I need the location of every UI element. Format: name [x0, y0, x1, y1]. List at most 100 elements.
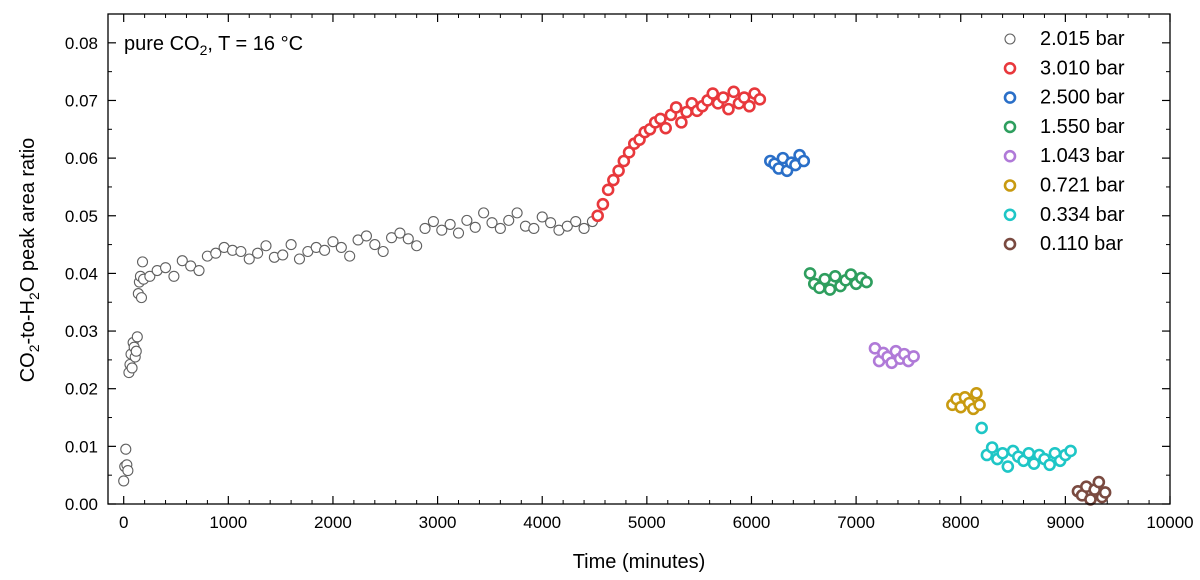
data-point — [494, 222, 506, 234]
data-point — [617, 154, 631, 168]
data-point — [591, 209, 604, 223]
data-point — [419, 222, 431, 234]
data-point — [1027, 457, 1041, 470]
data-point — [828, 269, 842, 283]
x-tick-label: 6000 — [733, 513, 771, 532]
data-point — [716, 91, 730, 104]
plot-frame — [107, 13, 1171, 505]
x-tick-label: 0 — [119, 513, 128, 532]
data-point — [601, 183, 615, 197]
data-point — [461, 214, 473, 226]
series-3-010-bar — [591, 85, 767, 223]
data-point — [975, 421, 988, 435]
x-axis-title: Time (minutes) — [573, 551, 706, 573]
data-point — [823, 283, 837, 296]
data-point — [176, 255, 188, 267]
data-point — [277, 249, 289, 261]
data-point — [607, 173, 620, 187]
legend-item: 3.010 bar — [1003, 57, 1125, 79]
data-point — [511, 207, 523, 219]
y-tick-label: 0.07 — [65, 91, 98, 110]
data-point — [235, 245, 247, 258]
data-point — [743, 99, 756, 113]
x-tick-label: 5000 — [628, 513, 666, 532]
series-2-015-bar — [118, 207, 598, 487]
data-point — [136, 256, 149, 268]
data-point — [135, 292, 148, 304]
x-tick-label: 1000 — [209, 513, 247, 532]
data-point — [860, 275, 873, 289]
series-2-500-bar — [764, 148, 811, 178]
legend-marker — [1003, 208, 1017, 222]
legend-label: 0.334 bar — [1040, 204, 1125, 226]
data-point — [335, 241, 347, 254]
series-1-043-bar — [868, 342, 920, 370]
data-point — [319, 244, 331, 256]
chart-annotation: pure CO2, T = 16 °C — [124, 33, 303, 58]
y-axis-title-sub2: 2 — [26, 292, 42, 300]
data-point — [570, 215, 582, 228]
series-1-550-bar — [803, 267, 873, 296]
data-point — [706, 87, 720, 100]
x-tick-label: 10000 — [1146, 513, 1193, 532]
x-tick-label: 2000 — [314, 513, 352, 532]
legend-item: 0.721 bar — [1003, 175, 1125, 197]
data-point — [285, 239, 297, 251]
data-point — [118, 475, 130, 487]
legend-label: 2.015 bar — [1040, 28, 1125, 50]
data-point — [622, 146, 636, 159]
data-point — [970, 387, 983, 400]
legend-label: 0.110 bar — [1040, 233, 1123, 255]
legend-item: 2.500 bar — [1003, 87, 1125, 109]
y-axis-title-part1: CO — [17, 352, 39, 382]
legend-item: 1.550 bar — [1003, 116, 1125, 138]
data-point — [120, 443, 132, 455]
data-point — [360, 230, 372, 242]
data-point — [377, 245, 389, 258]
y-axis-title-sub1: 2 — [26, 344, 42, 352]
legend-label: 3.010 bar — [1040, 57, 1125, 79]
data-point — [122, 465, 134, 477]
data-point — [753, 93, 767, 106]
y-tick-label: 0.02 — [65, 380, 98, 399]
y-tick-label: 0.00 — [65, 495, 98, 514]
y-tick-label: 0.01 — [65, 437, 98, 456]
data-point — [907, 350, 920, 363]
legend-label: 1.550 bar — [1040, 116, 1125, 138]
data-point — [612, 164, 625, 178]
data-point — [131, 331, 143, 343]
data-point — [411, 240, 423, 252]
data-point — [973, 398, 986, 412]
data-point — [503, 214, 515, 226]
data-point — [427, 215, 439, 228]
data-point — [818, 272, 832, 286]
data-point — [669, 101, 683, 114]
y-axis-title: CO2-to-H2O peak area ratio — [17, 138, 42, 383]
legend-label: 1.043 bar — [1040, 145, 1125, 167]
legend-item: 2.015 bar — [1004, 28, 1125, 50]
data-point — [803, 267, 817, 280]
legend-marker — [1003, 149, 1017, 163]
data-point — [659, 121, 672, 135]
data-point — [293, 253, 306, 265]
series-0-334-bar — [975, 421, 1077, 473]
data-point — [444, 218, 456, 230]
x-tick-label: 8000 — [942, 513, 980, 532]
data-point — [727, 85, 740, 99]
annotation-suffix: , T = 16 °C — [207, 33, 303, 55]
data-point — [210, 247, 222, 259]
data-point — [327, 236, 339, 248]
data-point — [996, 446, 1009, 460]
data-point — [193, 264, 205, 277]
data-point — [243, 253, 255, 265]
annotation-prefix: pure CO — [124, 33, 200, 55]
x-tick-label: 3000 — [419, 513, 457, 532]
data-point — [1092, 475, 1106, 489]
data-point — [985, 441, 999, 454]
x-tick-label: 9000 — [1046, 513, 1084, 532]
data-point — [1043, 458, 1056, 472]
data-point — [1022, 446, 1036, 460]
data-point — [545, 217, 557, 229]
